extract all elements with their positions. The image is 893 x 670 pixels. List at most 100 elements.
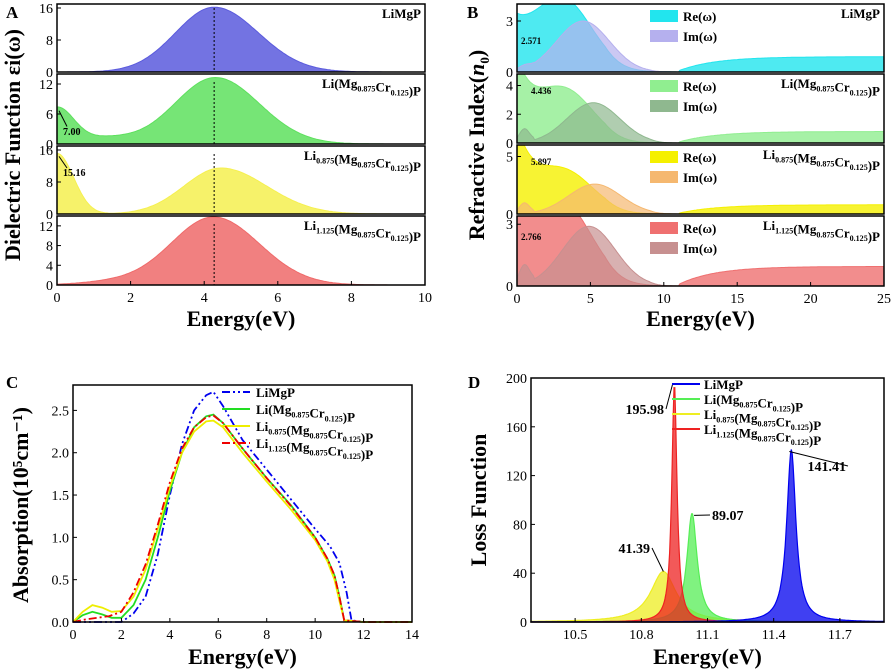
ytick-label-a: 6 [46,108,53,123]
xlabel-a: Energy(eV) [187,306,296,331]
ytick-label-a: 12 [39,78,53,93]
xtick-label-b: 10 [657,292,671,307]
area-a-3 [56,216,425,286]
annotation-d-3: 195.98 [626,403,665,418]
xlabel-b: Energy(eV) [646,306,755,331]
xlabel-d: Energy(eV) [653,644,762,669]
legend-swatch-re-b [650,151,678,163]
annotation-b-1: 4.436 [531,86,552,96]
frame-a-2 [56,145,426,215]
xtick-label-c: 2 [118,628,125,643]
line-c-3 [72,414,412,623]
ytick-label-a: 16 [39,144,53,159]
annotation-arrow-d [665,384,673,410]
ytick-label-b: 0 [506,280,513,295]
xlabel-c: Energy(eV) [188,644,297,669]
xtick-label-b: 0 [514,292,521,307]
xtick-label-a: 0 [54,291,61,306]
ylabel-d: Loss Function [466,434,491,567]
ytick-label-b: 0 [506,137,513,152]
annotation-b-2: 5.897 [531,157,552,167]
line-c-2 [72,419,412,623]
ytick-label-a: 0 [46,208,53,223]
series-label-a-2: Li0.875(Mg0.875Cr0.125)P [304,148,421,174]
peak-d-0 [530,449,885,623]
series-label-b-0: LiMgP [841,6,880,21]
frame-c [72,384,413,623]
frame-a-3 [56,215,426,286]
legend-im-b: Im(ω) [683,99,717,114]
legend-c-3: Li1.125(Mg0.875Cr0.125)P [256,436,373,462]
xtick-label-c: 0 [70,628,77,643]
ytick-label-a: 4 [46,259,53,274]
series-label-a-0: LiMgP [382,6,421,21]
series-label-a-1: Li(Mg0.875Cr0.125)P [322,76,421,98]
xtick-label-c: 12 [357,628,371,643]
ytick-label-a: 16 [39,2,53,17]
xtick-label-b: 25 [877,292,891,307]
ytick-label-a: 0 [46,66,53,81]
annotation-a-1: 7.00 [63,127,81,138]
peak-d-1 [530,513,885,623]
xtick-label-c: 6 [215,628,222,643]
ytick-label-a: 12 [39,220,53,235]
legend-swatch-im-b [650,242,678,254]
ytick-label-d: 200 [506,372,527,387]
legend-im-b: Im(ω) [683,29,717,44]
ytick-label-c: 1.0 [52,531,70,546]
xtick-label-a: 2 [127,291,134,306]
ytick-label-a: 0 [46,279,53,294]
panel-label-c: C [6,373,18,392]
annotation-arrow-a [58,110,68,127]
annotation-a-2: 15.16 [63,168,86,179]
ytick-label-c: 0.0 [52,616,70,631]
annotation-arrow-d [651,547,664,572]
annotation-b-0: 2.571 [521,36,542,46]
im-area-b-2 [516,183,686,215]
ytick-label-a: 0 [46,138,53,153]
frame-b-2 [516,144,885,215]
ytick-label-b: 3 [506,15,513,30]
xtick-label-d: 11.4 [762,628,786,643]
annotation-arrow-a [58,156,68,169]
frame-b-0 [516,3,885,73]
legend-re-b: Re(ω) [683,9,716,24]
ytick-label-a: 8 [46,34,53,49]
ytick-label-b: 4 [506,80,513,95]
xtick-label-c: 8 [263,628,270,643]
line-c-1 [72,413,412,623]
annotation-b-3: 2.766 [521,232,542,242]
xtick-label-a: 8 [348,291,355,306]
xtick-label-a: 4 [201,291,208,306]
ylabel-c: Absorption(10⁵cm⁻¹) [8,407,33,603]
legend-re-b: Re(ω) [683,79,716,94]
xtick-label-a: 10 [418,291,432,306]
series-label-a-3: Li1.125(Mg0.875Cr0.125)P [304,218,421,244]
legend-swatch-im-b [650,30,678,42]
legend-d-2: Li0.875(Mg0.875Cr0.125)P [704,407,821,433]
legend-swatch-im-b [650,100,678,112]
panel-label-a: A [6,3,19,22]
ytick-label-a: 8 [46,176,53,191]
ytick-label-d: 120 [506,470,527,485]
xtick-label-d: 11.7 [828,628,852,643]
ylabel-b: Refractive Index(n0) [464,50,492,240]
frame-a-1 [56,73,426,145]
line-c-0 [73,390,412,623]
ytick-label-b: 2 [506,108,513,123]
im-area-b-1 [516,102,686,144]
legend-d-0: LiMgP [704,377,743,392]
frame-a-0 [56,3,426,73]
legend-im-b: Im(ω) [683,241,717,256]
ytick-label-b: 5 [506,151,513,166]
ytick-label-d: 160 [506,421,527,436]
xtick-label-d: 10.8 [629,628,654,643]
legend-im-b: Im(ω) [683,170,717,185]
legend-c-2: Li0.875(Mg0.875Cr0.125)P [256,419,373,445]
panel-label-d: D [468,373,480,392]
ytick-label-c: 2.0 [52,447,70,462]
xtick-label-b: 20 [804,292,818,307]
legend-re-b: Re(ω) [683,221,716,236]
annotation-arrow-d [789,450,849,467]
